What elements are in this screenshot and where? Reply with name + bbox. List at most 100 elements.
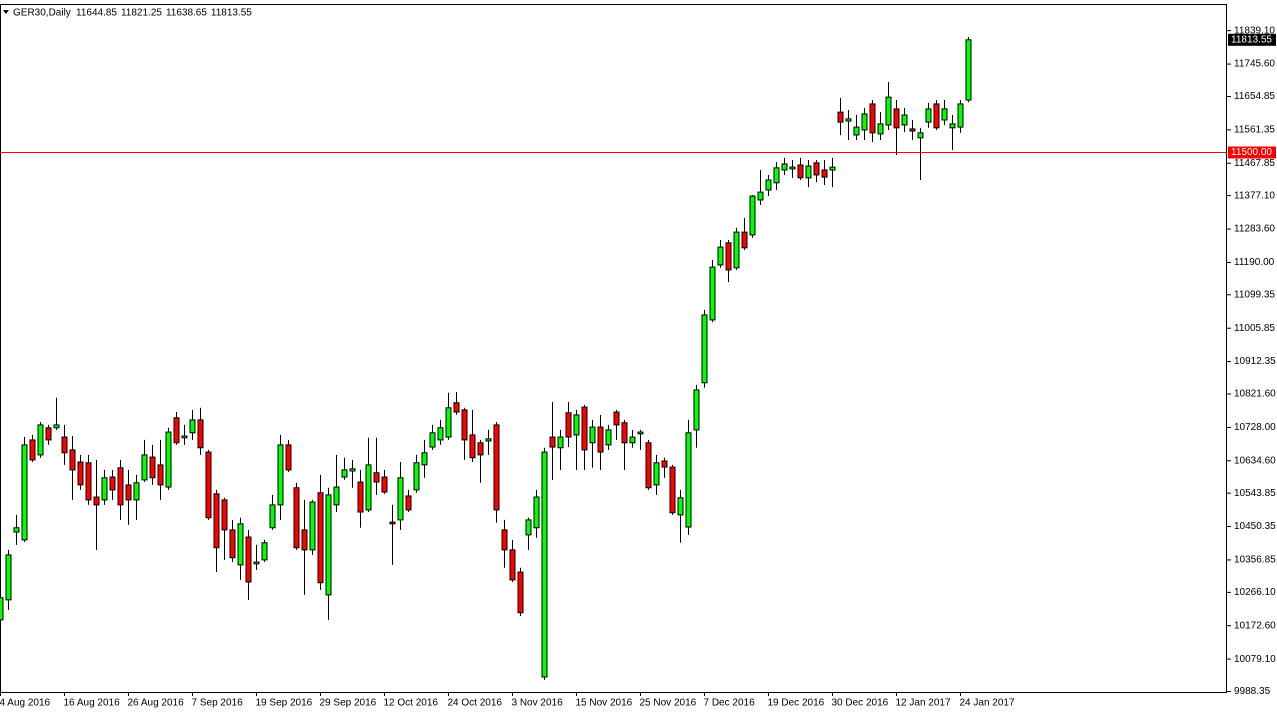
x-tick-label: 19 Sep 2016 [256,698,313,709]
x-tick-label: 19 Dec 2016 [768,698,825,709]
x-tick-label: 25 Nov 2016 [640,698,697,709]
candle-body [949,123,956,129]
candle-body [45,427,52,441]
candle-body [965,39,972,101]
candle-body [301,529,308,551]
candle-body [669,466,676,514]
y-tick-label: 10172.60 [1234,620,1276,631]
candle-body [389,521,396,525]
candle-body [29,439,36,461]
x-tick-label: 7 Dec 2016 [704,698,756,709]
candle-body [765,179,772,191]
menu-arrow[interactable] [3,10,9,14]
candle-body [885,96,892,126]
candle-body [453,402,460,413]
x-tick-label: 4 Aug 2016 [0,698,51,709]
candle-body [845,118,852,122]
candle-body [69,449,76,471]
y-tick-label: 10821.60 [1234,389,1276,400]
level-label-box [1228,146,1276,159]
candle-body [381,476,388,493]
candle-body [853,126,860,136]
header-value: 11813.55 [211,8,252,19]
candle-body [365,464,372,511]
candle-body [189,419,196,434]
y-tick-label: 11561.35 [1234,124,1275,135]
header-value: 11638.65 [166,8,207,19]
x-tick-label: 3 Nov 2016 [512,698,564,709]
candle-body [421,452,428,466]
y-tick-label: 11099.35 [1234,289,1275,300]
candle-body [197,419,204,449]
candle-body [589,426,596,444]
candle-body [437,427,444,441]
candle-body [557,436,564,449]
candle-body [685,432,692,528]
candle-body [821,169,828,178]
candle-body [213,493,220,549]
candle-body [261,542,268,561]
candle-body [637,431,644,435]
candle-body [293,487,300,549]
candle-body [757,191,764,201]
candle-body [141,454,148,481]
x-tick-label: 29 Sep 2016 [320,698,377,709]
candle-body [21,444,28,541]
candle-body [229,529,236,559]
candle-body [549,436,556,448]
candle-body [333,486,340,506]
candle-body [581,406,588,451]
candle-body [877,123,884,135]
candle-body [501,529,508,551]
y-tick-label: 9988.35 [1234,686,1271,697]
candle-body [781,163,788,171]
candle-body [869,103,876,134]
y-tick-label: 11467.85 [1234,158,1275,169]
x-tick-label: 12 Jan 2017 [896,698,951,709]
x-tick-label: 26 Aug 2016 [128,698,185,709]
candle-body [565,412,572,438]
candle-body [445,407,452,438]
y-tick-label: 10079.10 [1234,654,1276,665]
candle-body [317,492,324,584]
candle-body [917,132,924,139]
candle-body [61,436,68,454]
candle-body [405,495,412,511]
candle-body [653,462,660,486]
candle-body [725,242,732,271]
candle-body [837,111,844,123]
candle-body [517,571,524,614]
candle-body [893,108,900,129]
y-tick-label: 11839.10 [1234,25,1275,36]
x-tick-label: 16 Aug 2016 [64,698,121,709]
candle-body [117,467,124,506]
y-tick-label: 10912.35 [1234,356,1276,367]
candle-body [429,432,436,448]
x-tick-label: 24 Oct 2016 [448,698,503,709]
candle-body [269,504,276,529]
y-tick-label: 11654.85 [1234,91,1275,102]
candle-body [701,314,708,384]
candle-body [925,108,932,123]
candle-body [253,561,260,565]
candle-body [149,456,156,479]
candle-body [349,468,356,472]
candle-body [645,442,652,489]
candle-body [205,451,212,519]
candle-body [277,444,284,506]
y-tick-label: 10634.60 [1234,455,1276,466]
candle-body [309,501,316,551]
candle-body [829,166,836,171]
candle-body [325,494,332,596]
candle-body [357,481,364,513]
candle-body [93,496,100,506]
candle-body [157,464,164,486]
candle-body [77,461,84,486]
candle-body [861,113,868,131]
candle-body [125,484,132,501]
x-tick-label: 24 Jan 2017 [960,698,1015,709]
candle-body [909,128,916,132]
candle-body [941,108,948,121]
candle-body [53,424,60,429]
header-value: 11644.85 [76,8,117,19]
